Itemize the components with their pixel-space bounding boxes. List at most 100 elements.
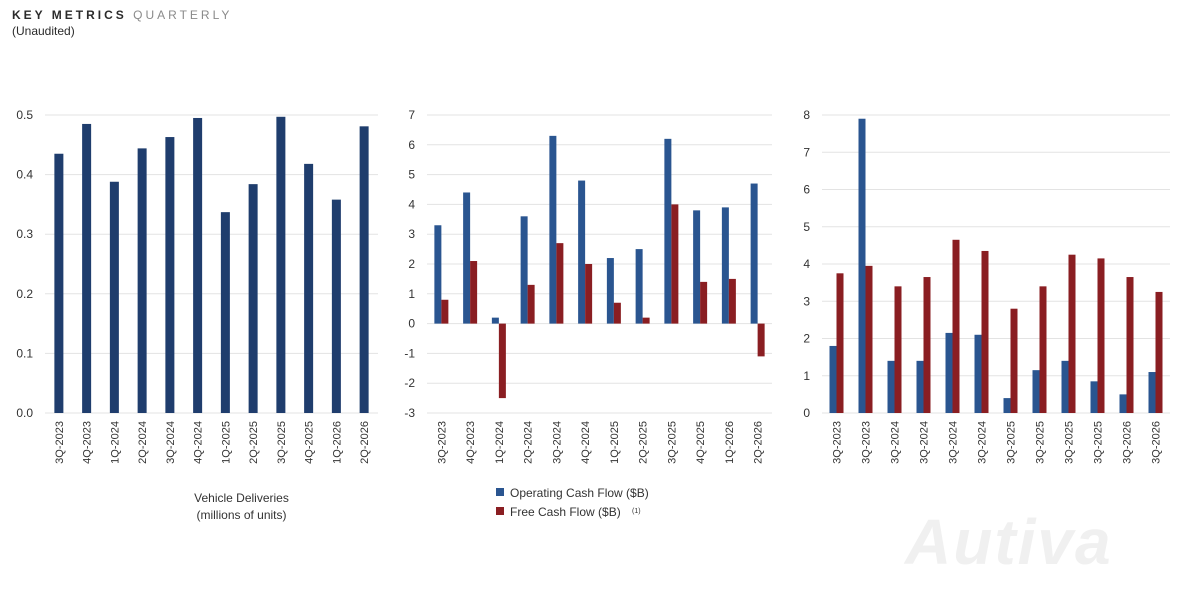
x-tick-label: 3Q-2024 xyxy=(165,421,177,464)
legend-swatch xyxy=(496,507,504,515)
bar xyxy=(1148,372,1156,413)
x-tick-label: 3Q-2026 xyxy=(1122,421,1134,464)
y-tick-label: -2 xyxy=(404,376,415,390)
x-tick-label: 2Q-2025 xyxy=(638,421,650,464)
x-axis-title: Vehicle Deliveries xyxy=(194,491,289,505)
x-tick-label: 3Q-2024 xyxy=(977,421,989,464)
bar xyxy=(757,323,765,357)
x-tick-label: 3Q-2025 xyxy=(276,421,288,464)
bar xyxy=(981,250,989,413)
page-title: KEY METRICS QUARTERLY xyxy=(12,8,232,22)
y-tick-label: 0.0 xyxy=(16,406,33,420)
y-tick-label: 7 xyxy=(803,145,810,159)
bar xyxy=(671,204,679,324)
bar xyxy=(750,183,758,324)
bar xyxy=(248,184,258,413)
bar xyxy=(1155,291,1163,413)
bar xyxy=(728,278,736,324)
bar xyxy=(276,116,286,414)
bar xyxy=(952,239,960,413)
bar xyxy=(613,302,621,324)
bar xyxy=(137,148,147,413)
x-tick-label: 3Q-2023 xyxy=(861,421,873,464)
x-tick-label: 3Q-2025 xyxy=(1093,421,1105,464)
bar xyxy=(693,210,701,324)
y-tick-label: 0 xyxy=(803,406,810,420)
bar xyxy=(498,323,506,399)
title-light: QUARTERLY xyxy=(133,8,233,22)
x-tick-label: 3Q-2023 xyxy=(832,421,844,464)
y-tick-label: -1 xyxy=(404,346,415,360)
bar xyxy=(520,216,528,324)
bar xyxy=(109,181,119,413)
bar xyxy=(463,192,471,324)
bar xyxy=(865,265,873,413)
x-tick-label: 3Q-2024 xyxy=(551,421,563,464)
report-header: KEY METRICS QUARTERLY (Unaudited) xyxy=(12,8,232,38)
bar xyxy=(700,281,708,324)
legend-footnote: (1) xyxy=(632,508,641,515)
x-tick-label: 1Q-2026 xyxy=(724,421,736,464)
x-axis-title: (millions of units) xyxy=(196,508,286,522)
bar xyxy=(193,117,203,413)
x-tick-label: 2Q-2026 xyxy=(753,421,765,464)
bar xyxy=(585,264,593,324)
bar xyxy=(836,273,844,413)
y-tick-label: 1 xyxy=(803,369,810,383)
bar xyxy=(1061,360,1069,413)
y-tick-label: -3 xyxy=(404,406,415,420)
bar xyxy=(1039,286,1047,413)
legend-label: Free Cash Flow ($B) xyxy=(510,505,621,519)
x-tick-label: 4Q-2023 xyxy=(465,421,477,464)
bar xyxy=(606,258,614,324)
y-tick-label: 5 xyxy=(803,220,810,234)
y-tick-label: 6 xyxy=(408,138,415,152)
x-tick-label: 3Q-2024 xyxy=(890,421,902,464)
legend-swatch xyxy=(496,488,504,496)
y-tick-label: 3 xyxy=(803,294,810,308)
x-tick-label: 3Q-2023 xyxy=(54,421,66,464)
bar xyxy=(829,345,837,413)
x-tick-label: 3Q-2025 xyxy=(1064,421,1076,464)
bar xyxy=(578,180,586,324)
bar xyxy=(470,261,478,324)
x-tick-label: 3Q-2023 xyxy=(436,421,448,464)
x-tick-label: 3Q-2024 xyxy=(919,421,931,464)
x-tick-label: 4Q-2023 xyxy=(82,421,94,464)
bar xyxy=(1126,277,1134,413)
x-tick-label: 1Q-2025 xyxy=(220,421,232,464)
y-tick-label: 2 xyxy=(803,332,810,346)
bar xyxy=(1032,370,1040,413)
x-tick-label: 3Q-2024 xyxy=(948,421,960,464)
bar xyxy=(165,137,175,413)
y-tick-label: 1 xyxy=(408,287,415,301)
x-tick-label: 3Q-2025 xyxy=(1006,421,1018,464)
x-tick-label: 4Q-2024 xyxy=(193,421,205,464)
y-tick-label: 7 xyxy=(408,108,415,122)
y-tick-label: 0 xyxy=(408,317,415,331)
bar xyxy=(894,286,902,413)
bar xyxy=(1003,398,1011,413)
x-tick-label: 1Q-2026 xyxy=(331,421,343,464)
bar xyxy=(304,163,314,413)
bar xyxy=(491,317,499,324)
x-tick-label: 3Q-2025 xyxy=(666,421,678,464)
y-tick-label: 4 xyxy=(408,197,415,211)
y-tick-label: 0.4 xyxy=(16,168,33,182)
bar xyxy=(556,243,564,324)
x-tick-label: 1Q-2024 xyxy=(109,421,121,464)
bar xyxy=(887,360,895,413)
y-tick-label: 0.1 xyxy=(16,346,33,360)
x-tick-label: 1Q-2025 xyxy=(609,421,621,464)
x-tick-label: 4Q-2025 xyxy=(695,421,707,464)
bar xyxy=(434,225,442,324)
bar xyxy=(220,212,230,413)
x-tick-label: 4Q-2025 xyxy=(304,421,316,464)
x-tick-label: 2Q-2024 xyxy=(137,421,149,464)
bar xyxy=(1010,308,1018,413)
x-tick-label: 3Q-2026 xyxy=(1151,421,1163,464)
bar xyxy=(1119,394,1127,413)
bar xyxy=(945,332,953,413)
bar xyxy=(1090,381,1098,413)
bar xyxy=(858,118,866,413)
